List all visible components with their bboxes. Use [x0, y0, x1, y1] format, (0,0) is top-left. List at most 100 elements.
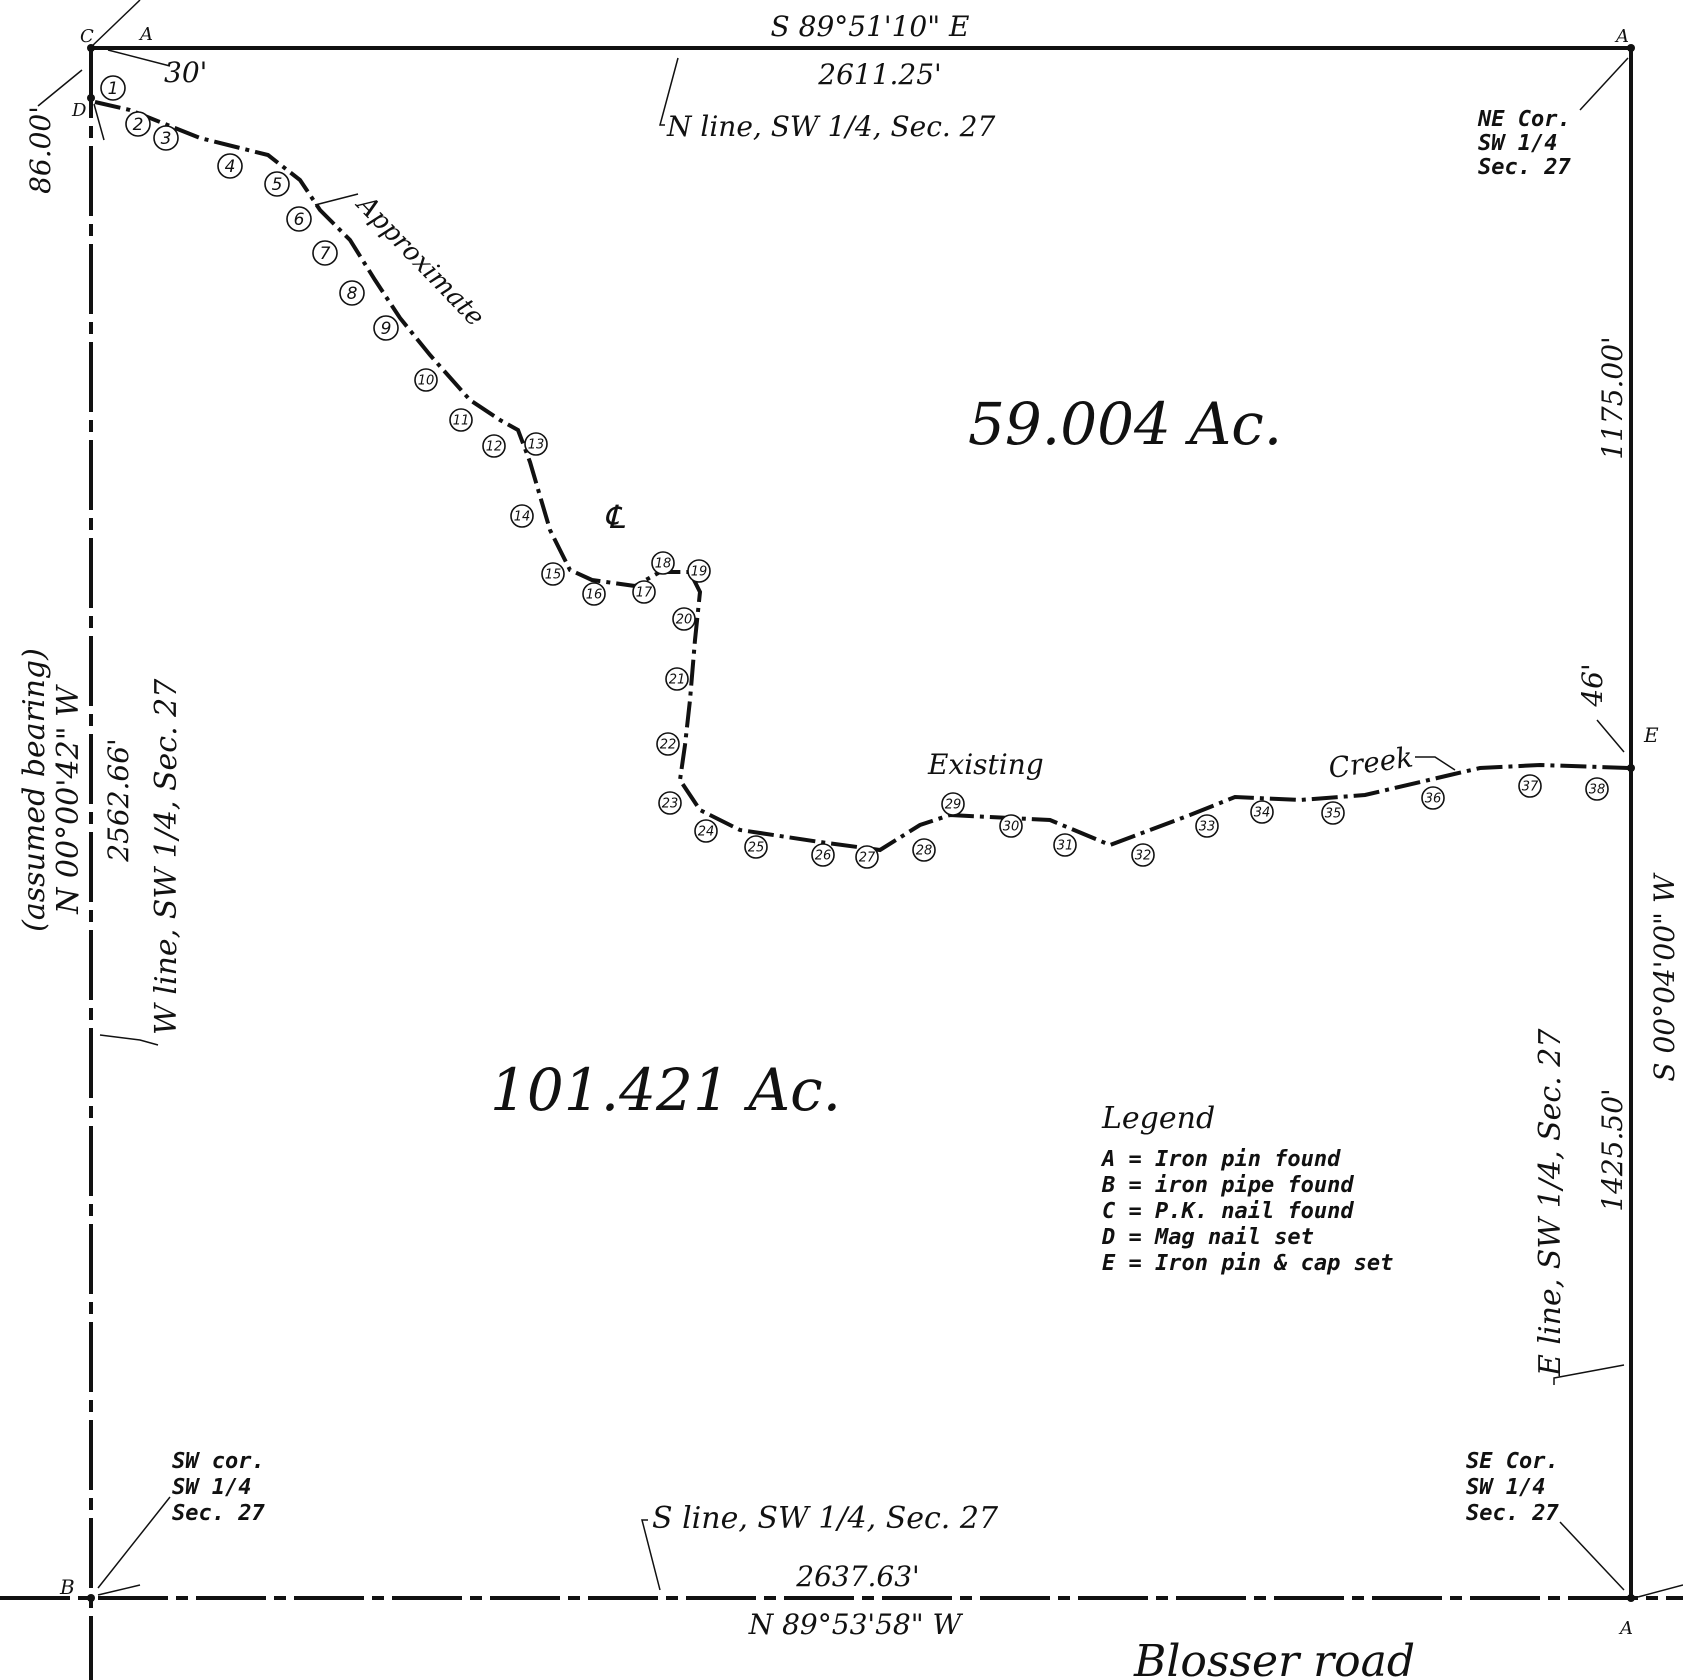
legend-item-d: D = Mag nail set: [1101, 1225, 1314, 1250]
creek-point-label: 36: [1425, 792, 1442, 807]
corner-letter-d: D: [71, 100, 87, 121]
se-corner-note: SE Cor. SW 1/4 Sec. 27: [1466, 1449, 1559, 1526]
legend-item-c: C = P.K. nail found: [1102, 1199, 1354, 1224]
creek-point-circle: [687, 559, 711, 583]
creek-point-31: 31: [1053, 833, 1077, 857]
monument-sw: [87, 1594, 95, 1602]
creek-point-3: 3: [153, 125, 179, 151]
creek-point-circle: [414, 368, 438, 392]
creek-point-label: 16: [586, 588, 603, 603]
creek-point-circle: [100, 75, 126, 101]
creek-point-25: 25: [744, 835, 768, 859]
legend: Legend A = Iron pin found B = iron pipe …: [1100, 1101, 1393, 1276]
creek-point-label: 10: [418, 374, 435, 389]
sw-corner-line-3: Sec. 27: [172, 1501, 265, 1526]
sw-corner-line-1: SW cor.: [172, 1449, 265, 1474]
creek-point-4: 4: [217, 153, 243, 179]
north-line-label: N line, SW 1/4, Sec. 27: [666, 110, 995, 143]
area-south: 101.421 Ac.: [490, 1056, 841, 1124]
creek-point-30: 30: [999, 814, 1023, 838]
south-distance: 2637.63': [795, 1560, 919, 1593]
creek-point-5: 5: [264, 171, 290, 197]
creek-label-creek: Creek: [1326, 740, 1415, 784]
ne-corner-line-1: NE Cor.: [1477, 107, 1571, 132]
creek-point-label: 1: [108, 79, 119, 99]
se-corner-line-1: SE Cor.: [1466, 1449, 1559, 1474]
creek-point-circle: [1518, 774, 1542, 798]
legend-item-a: A = Iron pin found: [1100, 1147, 1341, 1172]
creek-point-37: 37: [1518, 774, 1542, 798]
creek-point-label: 28: [916, 844, 933, 859]
creek-point-circle: [524, 432, 548, 456]
e-line-leader: [1553, 1364, 1625, 1385]
creek-point-label: 31: [1057, 839, 1074, 854]
creek-point-circle: [582, 582, 606, 606]
corner-markers: [87, 44, 1635, 1602]
creek-point-label: 12: [486, 440, 503, 455]
creek-label-approximate: Approximate: [350, 189, 490, 333]
creek-point-18: 18: [651, 551, 675, 575]
north-bearing: S 89°51'10" E: [771, 10, 970, 43]
corner-letter-a-nw: A: [138, 24, 153, 45]
road-offset: 30': [164, 56, 207, 89]
creek-point-label: 25: [748, 841, 765, 856]
approx-leader: [314, 193, 359, 206]
monument-se: [1627, 1594, 1635, 1602]
east-distance-south: 1425.50': [1596, 1088, 1629, 1211]
se-arrow: [1637, 1584, 1683, 1598]
creek-point-circle: [153, 125, 179, 151]
legend-item-b: B = iron pipe found: [1101, 1173, 1354, 1198]
creek-point-label: 4: [225, 157, 236, 177]
ne-corner-leader: [1579, 57, 1629, 111]
west-assumed-bearing: (assumed bearing): [17, 648, 52, 932]
creek-point-label: 21: [669, 673, 686, 688]
creek-point-circle: [125, 111, 151, 137]
creek-point-circle: [264, 171, 290, 197]
west-offset: 86.00': [24, 106, 57, 194]
creek-point-19: 19: [687, 559, 711, 583]
creek-point-label: 30: [1003, 820, 1020, 835]
corner-letter-b: B: [59, 1575, 75, 1599]
creek-point-1: 1: [100, 75, 126, 101]
creek-point-circle: [651, 551, 675, 575]
creek-point-circle: [1053, 833, 1077, 857]
creek-point-label: 13: [528, 438, 545, 453]
creek-point-circle: [694, 819, 718, 843]
creek-point-circle: [373, 315, 399, 341]
n-line-leader: [659, 57, 679, 126]
creek-point-23: 23: [658, 791, 682, 815]
creek-point-label: 8: [347, 284, 358, 304]
creek-point-15: 15: [541, 562, 565, 586]
creek-label-existing: Existing: [927, 748, 1044, 781]
creek-point-label: 18: [655, 557, 672, 572]
creek-point-13: 13: [524, 432, 548, 456]
w-line-leader: [99, 1034, 159, 1046]
area-north: 59.004 Ac.: [968, 390, 1282, 458]
corner-letter-a-se: A: [1618, 1618, 1633, 1639]
monument-c: [87, 44, 95, 52]
creek-point-circle: [744, 835, 768, 859]
creek-point-circle: [482, 434, 506, 458]
creek-point-circle: [656, 732, 680, 756]
creek-point-label: 24: [698, 825, 715, 840]
legend-item-e: E = Iron pin & cap set: [1102, 1251, 1393, 1276]
creek-point-label: 33: [1199, 820, 1216, 835]
creek-point-circle: [1585, 777, 1609, 801]
sw-corner-leader: [97, 1496, 171, 1589]
creek-point-36: 36: [1421, 786, 1445, 810]
creek-point-2: 2: [125, 111, 151, 137]
creek-point-21: 21: [665, 667, 689, 691]
creek-point-label: 35: [1325, 807, 1342, 822]
creek-point-circle: [1131, 843, 1155, 867]
creek-point-17: 17: [632, 580, 656, 604]
road-offset-leader: [107, 49, 171, 67]
creek-point-38: 38: [1585, 777, 1609, 801]
creek-point-circle: [1321, 801, 1345, 825]
creek-point-circle: [855, 845, 879, 869]
south-line-label: S line, SW 1/4, Sec. 27: [652, 1501, 999, 1536]
creek-leader: [1415, 756, 1456, 771]
east-offset: 46': [1576, 663, 1609, 707]
